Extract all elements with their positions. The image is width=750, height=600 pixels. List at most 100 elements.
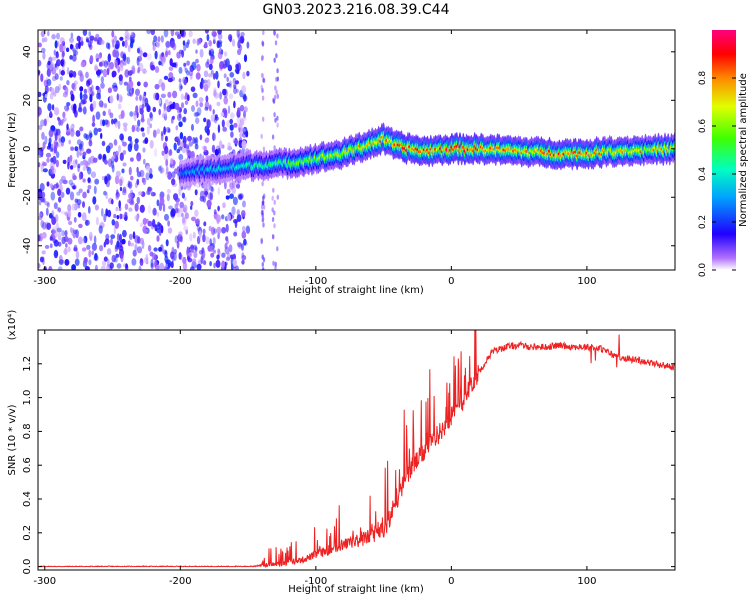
noise-cell [217,124,221,134]
noise-cell [194,209,199,217]
noise-cell [135,95,139,101]
noise-cell [99,244,104,252]
noise-cell [42,51,46,60]
noise-cell [274,85,277,91]
noise-cell [119,233,122,243]
noise-cell [60,70,65,76]
noise-cell [59,37,65,44]
noise-cell [223,51,228,57]
noise-cell [184,100,189,105]
noise-cell [50,165,54,175]
noise-cell [60,175,66,182]
noise-cell [38,124,43,131]
noise-cell [195,72,201,80]
noise-cell [224,242,228,250]
noise-cell [139,258,144,266]
noise-cell [86,148,92,154]
noise-cell [210,70,214,75]
noise-cell [164,145,169,155]
noise-cell [128,207,133,212]
noise-cell [185,229,188,235]
noise-cell [242,200,246,208]
noise-cell [75,250,80,260]
noise-cell [188,30,193,38]
noise-cell [69,43,74,50]
noise-cell [121,238,126,245]
noise-cell [142,147,146,153]
noise-cell [119,178,123,187]
noise-cell [155,92,160,101]
noise-cell [213,209,217,215]
noise-cell [144,137,149,145]
noise-cell [205,190,208,198]
noise-cell [143,158,146,165]
noise-cell [168,72,174,79]
noise-cell [47,30,50,37]
noise-cell [271,134,275,140]
noise-cell [139,107,144,115]
noise-cell [141,177,145,183]
noise-cell [166,193,170,202]
colorbar: 0.0 0.2 0.4 0.6 0.8 Normalized spectral ampl… [698,30,749,277]
noise-cell [261,40,264,46]
noise-cell [217,30,222,35]
noise-cell [41,232,47,239]
noise-cell [119,176,124,184]
noise-cell [213,36,216,44]
noise-cell [77,236,83,245]
noise-cell [157,221,161,227]
noise-cell [142,68,147,74]
noise-cell [136,47,141,54]
noise-cell [232,196,238,206]
noise-cell [168,66,174,71]
noise-cell [130,31,135,38]
noise-cell [241,210,246,218]
noise-cell [262,204,266,210]
noise-cell [260,133,263,139]
noise-cell [86,244,91,250]
noise-cell [92,114,95,124]
noise-cell [129,111,134,117]
noise-cell [44,244,50,249]
noise-cell [136,57,140,66]
noise-cell [41,47,46,54]
noise-cell [260,237,263,243]
noise-cell [94,252,98,261]
noise-cell [240,37,244,44]
noise-cell [42,197,46,203]
noise-cell [111,254,116,263]
noise-cell [273,145,276,151]
noise-cell [82,165,87,171]
noise-cell [271,217,275,222]
noise-cell [136,178,140,186]
noise-cell [162,113,165,119]
noise-cell [167,77,173,83]
noise-cell [181,212,184,218]
noise-cell [55,53,59,59]
noise-cell [272,187,275,193]
noise-cell [82,106,87,115]
noise-cell [118,144,122,153]
noise-cell [88,130,93,139]
noise-cell [168,149,173,156]
noise-cell [123,81,129,86]
noise-cell [163,266,167,270]
x-tick-label: -200 [169,576,192,587]
noise-cell [273,57,276,63]
noise-cell [142,217,147,226]
noise-cell [176,240,180,249]
noise-cell [44,85,49,94]
noise-cell [236,214,242,223]
noise-cell [275,89,278,95]
noise-cell [138,62,144,72]
noise-cell [64,230,68,237]
noise-cell [172,90,178,99]
noise-cell [147,105,151,113]
noise-cell [83,257,88,264]
noise-cell [107,158,113,168]
noise-cell [100,221,104,227]
noise-cell [57,241,62,247]
noise-cell [163,75,169,80]
noise-cell [111,156,115,164]
noise-cell [169,103,175,110]
